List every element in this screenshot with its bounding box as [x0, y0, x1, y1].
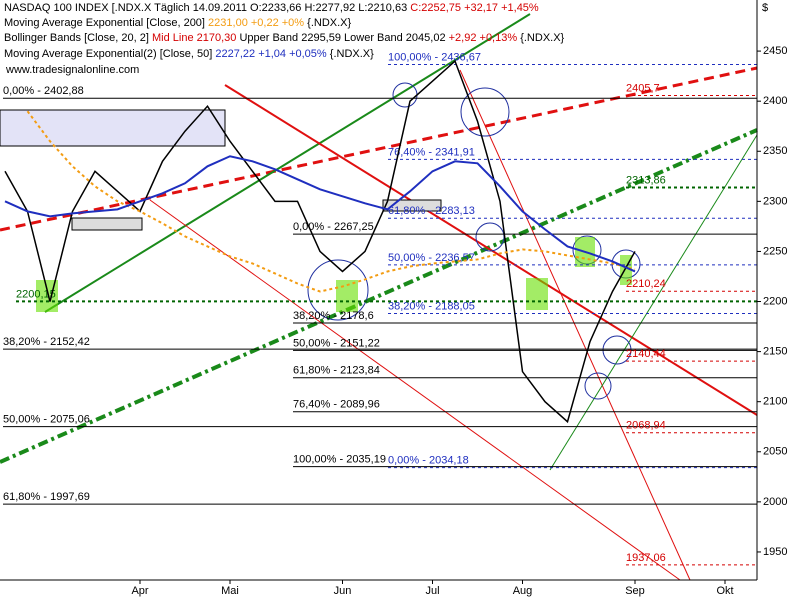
- down-trend: [224, 84, 758, 416]
- level-label: 50,00% - 2236,57: [388, 252, 475, 264]
- legend-text: 2231,00 +0,22 +0%: [208, 17, 304, 29]
- trend-line: [0, 128, 758, 464]
- y-tick-label: 2150: [763, 346, 787, 358]
- level-label: 50,00% - 2075,06: [3, 414, 90, 426]
- x-tick-label: Jul: [425, 585, 439, 597]
- legend: NASDAQ 100 INDEX [.NDX.X Täglich 14.09.2…: [4, 2, 565, 76]
- level-label: 61,80% - 1997,69: [3, 491, 90, 503]
- y-tick-label: 2450: [763, 45, 787, 57]
- watermark: www.tradesignalonline.com: [5, 64, 139, 76]
- circle: [307, 259, 369, 321]
- y-tick-label: 2300: [763, 195, 787, 207]
- x-tick-label: Sep: [625, 585, 645, 597]
- legend-text: Upper Band 2295,59 Lower Band 2045,02: [239, 32, 445, 44]
- legend-suffix: {.NDX.X}: [520, 32, 564, 44]
- level-label: 0,00% - 2402,88: [3, 85, 84, 97]
- up-trend: [549, 134, 758, 471]
- y-tick-label: 2200: [763, 295, 787, 307]
- channel-line: [44, 13, 531, 313]
- level-label: 76,40% - 2089,96: [293, 399, 380, 411]
- y-tick-label: 2000: [763, 496, 787, 508]
- legend-entry: NASDAQ 100 INDEX [.NDX.X Täglich 14.09.2…: [4, 2, 539, 14]
- series-line: [4, 155, 636, 273]
- legend-change: +2,92 +0,13%: [449, 32, 518, 44]
- level-label: 100,00% - 2436,67: [388, 51, 481, 63]
- highlight: [36, 280, 58, 312]
- legend-entry: Moving Average Exponential [Close, 200] …: [4, 17, 351, 29]
- y-tick-label: 1950: [763, 546, 787, 558]
- level-label: 0,00% - 2034,18: [388, 455, 469, 467]
- y-tick-label: 2250: [763, 245, 787, 257]
- level-label: 2200,15: [16, 288, 56, 300]
- y-axis-label: $: [762, 2, 768, 14]
- legend-text: 2227,22 +1,04 +0,05%: [215, 48, 327, 60]
- x-tick-label: Apr: [131, 585, 148, 597]
- series-line: [4, 59, 636, 424]
- level-label: 1937,06: [626, 552, 666, 564]
- box: [0, 109, 226, 147]
- level-label: 38,20% - 2152,42: [3, 336, 90, 348]
- plot-area: [0, 0, 757, 580]
- level-label: 2405,7: [626, 82, 660, 94]
- level-label: 38,20% - 2188,05: [388, 300, 475, 312]
- box: [382, 199, 442, 212]
- x-tick-label: Mai: [221, 585, 239, 597]
- x-tick-label: Aug: [513, 585, 533, 597]
- legend-name: Moving Average Exponential(2) [Close, 50…: [4, 48, 212, 60]
- highlight: [526, 278, 548, 310]
- down-trend: [459, 69, 691, 581]
- box: [71, 217, 143, 231]
- highlight: [336, 280, 358, 312]
- circle: [584, 372, 612, 400]
- legend-name: NASDAQ 100 INDEX [.NDX.X Täglich: [4, 2, 190, 14]
- legend-text: Mid Line 2170,30: [152, 32, 236, 44]
- legend-suffix: {.NDX.X}: [307, 17, 351, 29]
- legend-entry: Bollinger Bands [Close, 20, 2] Mid Line …: [4, 32, 565, 44]
- level-label: 76,40% - 2341,91: [388, 146, 475, 158]
- legend-change: C:2252,75 +32,17 +1,45%: [410, 2, 539, 14]
- down-trend: [149, 199, 681, 581]
- series-lines: [4, 59, 636, 424]
- level-label: 2140,44: [626, 348, 666, 360]
- level-label: 2210,24: [626, 278, 666, 290]
- level-label: 100,00% - 2035,19: [293, 454, 386, 466]
- legend-suffix: {.NDX.X}: [330, 48, 374, 60]
- legend-entry: Moving Average Exponential(2) [Close, 50…: [4, 48, 374, 60]
- level-label: 38,20% - 2178,6: [293, 310, 374, 322]
- trend-line: [0, 66, 758, 232]
- legend-name: Moving Average Exponential [Close, 200]: [4, 17, 205, 29]
- level-label: 2313,86: [626, 174, 666, 186]
- x-tick-label: Okt: [716, 585, 733, 597]
- level-label: 0,00% - 2267,25: [293, 221, 374, 233]
- legend-bg: [0, 0, 330, 72]
- y-tick-label: 2350: [763, 145, 787, 157]
- y-tick-label: 2100: [763, 396, 787, 408]
- level-label: 50,00% - 2151,22: [293, 337, 380, 349]
- level-label: 2068,94: [626, 420, 666, 432]
- y-tick-label: 2050: [763, 446, 787, 458]
- level-label: 61,80% - 2283,13: [388, 205, 475, 217]
- x-tick-label: Jun: [334, 585, 352, 597]
- levels: 0,00% - 2402,88 100,00% - 2436,67 76,40% -…: [3, 51, 757, 566]
- level-label: 61,80% - 2123,84: [293, 365, 380, 377]
- circle: [460, 87, 510, 137]
- y-tick-label: 2400: [763, 95, 787, 107]
- legend-name: Bollinger Bands [Close, 20, 2]: [4, 32, 149, 44]
- legend-text: 14.09.2011 O:2233,66 H:2277,92 L:2210,63: [193, 2, 407, 14]
